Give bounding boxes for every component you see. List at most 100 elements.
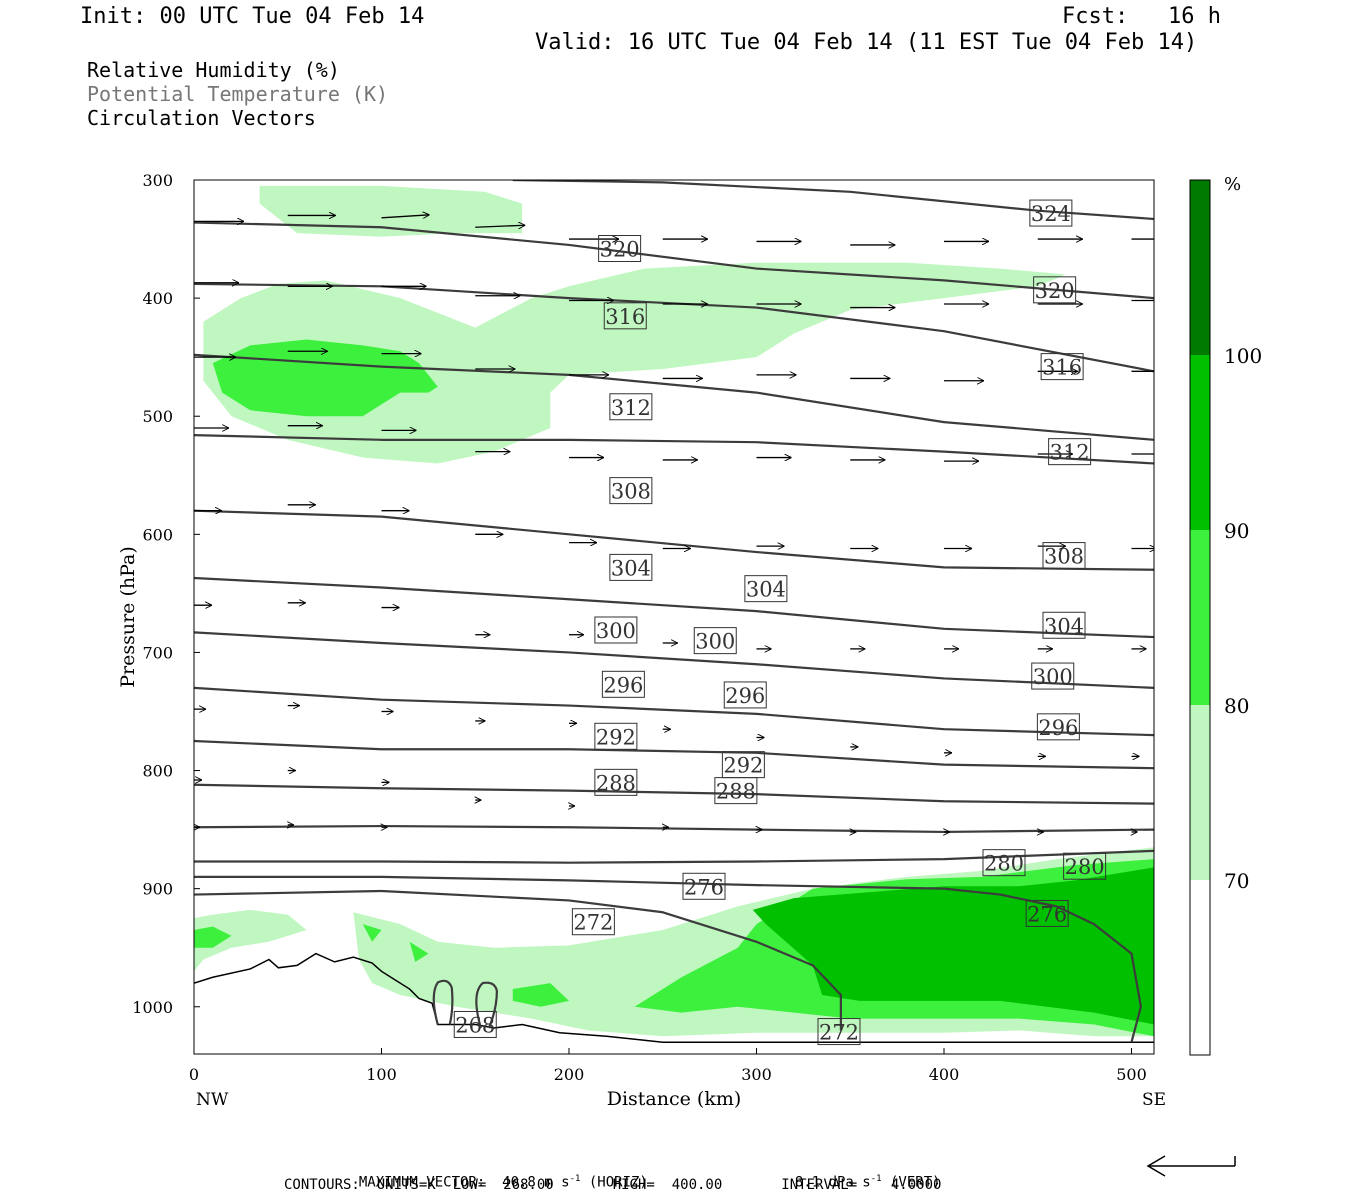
max-vector-vert-value: 8.1 dPa s — [794, 1174, 871, 1191]
theta-contour-312 — [194, 434, 1154, 465]
theta-label: 300 — [695, 630, 735, 654]
x-tick-label: 200 — [554, 1065, 585, 1084]
y-tick-label: 900 — [142, 880, 173, 899]
x-tick-label: 100 — [366, 1065, 397, 1084]
theta-contour-layer — [194, 180, 1154, 1043]
theta-label-box — [693, 627, 737, 655]
theta-label: 296 — [603, 673, 643, 697]
circulation-vector — [475, 225, 525, 227]
theta-label-box — [609, 477, 653, 505]
y-tick-label: 300 — [142, 171, 173, 190]
max-vector-horiz: (HORIZ) — [580, 1174, 648, 1191]
rh-region-80-90-5 — [194, 926, 232, 948]
y-tick-label: 400 — [142, 289, 173, 308]
theta-label-box — [982, 849, 1026, 877]
colorbar-label: 70 — [1224, 869, 1249, 893]
theta-label: 288 — [716, 780, 756, 804]
colorbar: 70 80 90 100% — [1189, 174, 1262, 1056]
theta-contour-268-b — [475, 981, 498, 1029]
rh-region-80-90-6 — [362, 924, 382, 942]
theta-label-box — [817, 1018, 861, 1046]
theta-contour-324 — [194, 221, 1154, 300]
theta-label-box — [744, 575, 788, 603]
theta-label: 304 — [746, 578, 786, 602]
theta-label: 292 — [723, 754, 763, 778]
theta-contour-284 — [194, 824, 1154, 834]
theta-label: 316 — [605, 305, 645, 329]
theta-contour-288 — [194, 783, 1154, 805]
init-time: Init: 00 UTC Tue 04 Feb 14 — [80, 4, 425, 29]
theta-contour-276 — [194, 875, 1142, 1043]
theta-label: 272 — [819, 1021, 859, 1045]
theta-label-box — [1025, 899, 1069, 927]
theta-label: 296 — [1038, 716, 1078, 740]
theta-label: 320 — [1035, 279, 1075, 303]
plot-frame — [193, 179, 1155, 1055]
theta-label-box — [714, 777, 758, 805]
theta-contour-316 — [194, 353, 1154, 441]
theta-label-box — [609, 553, 653, 581]
theta-label-box — [1031, 662, 1075, 690]
y-tick-label: 700 — [142, 643, 173, 662]
theta-label-box — [1042, 611, 1086, 639]
max-vector-vertical: 8.1 dPa s-1 (VERT) — [778, 1158, 941, 1191]
theta-label: 292 — [596, 725, 636, 749]
rh-fill-layer — [194, 185, 1154, 1037]
theta-label: 304 — [1044, 614, 1084, 638]
theta-label-box — [609, 393, 653, 421]
theta-contour-272 — [194, 889, 842, 1031]
max-vector-sup: -1 — [569, 1174, 581, 1184]
terrain-layer — [194, 952, 1154, 1043]
theta-label-box — [603, 302, 647, 330]
theta-contour-328 — [512, 180, 1154, 221]
legend-rh: Relative Humidity (%) — [87, 58, 340, 82]
x-right-label: SE — [1142, 1090, 1166, 1110]
contours-line: CONTOURS: UNITS=K LOW= 268.00 HIGH= 400.… — [284, 1177, 942, 1193]
theta-label: 288 — [596, 771, 636, 795]
theta-contour-300 — [194, 631, 1154, 689]
legend-theta: Potential Temperature (K) — [87, 82, 389, 106]
rh-region-70-80-2 — [194, 909, 307, 972]
theta-label: 280 — [984, 852, 1024, 876]
theta-contour-320 — [194, 282, 1154, 373]
theta-label: 320 — [600, 238, 640, 262]
theta-label-box — [1042, 542, 1086, 570]
theta-label: 300 — [596, 619, 636, 643]
colorbar-segment — [1190, 180, 1210, 355]
theta-label: 312 — [1050, 441, 1090, 465]
theta-label-box — [1033, 276, 1077, 304]
colorbar-label: 100 — [1224, 344, 1262, 368]
theta-contour-296 — [194, 686, 1154, 737]
theta-label-box — [598, 235, 642, 263]
theta-label-box — [594, 722, 638, 750]
terrain-line — [194, 952, 1154, 1043]
theta-label: 276 — [1027, 902, 1067, 926]
theta-label-box — [453, 1010, 497, 1038]
rh-region-70-80-0 — [259, 185, 523, 237]
colorbar-segment — [1190, 355, 1210, 530]
theta-label: 312 — [611, 396, 651, 420]
colorbar-label: 90 — [1224, 519, 1249, 543]
theta-contour-308 — [194, 509, 1154, 571]
theta-label: 268 — [455, 1013, 495, 1037]
reference-vector-arrow — [1146, 1155, 1236, 1177]
colorbar-unit: % — [1224, 174, 1241, 195]
colorbar-frame — [1189, 179, 1211, 1056]
theta-label: 304 — [611, 556, 651, 580]
colorbar-segment — [1190, 880, 1210, 1055]
vector-layer — [194, 215, 1154, 832]
theta-label-box — [594, 616, 638, 644]
colorbar-label: 80 — [1224, 694, 1249, 718]
axes: 0 100 200 300 400 500 300 400 500 600 700 800 900 100… — [132, 171, 1146, 1084]
x-tick-label: 400 — [929, 1065, 960, 1084]
theta-label-box — [1063, 852, 1107, 880]
theta-label-box — [682, 872, 726, 900]
theta-label-box — [571, 908, 615, 936]
theta-label: 296 — [725, 684, 765, 708]
theta-label: 276 — [684, 875, 724, 899]
colorbar-segment — [1190, 530, 1210, 705]
theta-label: 324 — [1031, 202, 1071, 226]
theta-contour-292 — [194, 739, 1154, 770]
x-axis-title: Distance (km) — [607, 1088, 742, 1110]
max-vector-vert-sup: -1 — [870, 1174, 882, 1184]
